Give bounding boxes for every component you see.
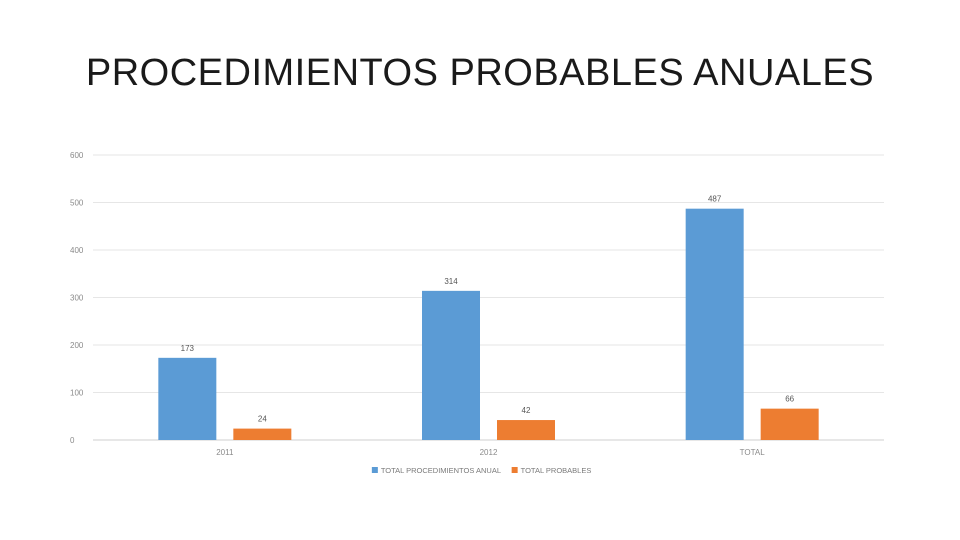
x-tick-label: 2012 — [480, 448, 498, 457]
bar-total-probables — [233, 428, 292, 440]
y-tick-label: 500 — [70, 199, 84, 208]
data-label: 42 — [522, 406, 531, 415]
bar-total-procedimientos — [422, 290, 480, 440]
legend-label: TOTAL PROCEDIMIENTOS ANUAL — [381, 466, 501, 475]
bar-total-probables — [760, 408, 819, 440]
data-label: 314 — [444, 277, 458, 286]
y-tick-label: 400 — [70, 246, 84, 255]
y-tick-label: 0 — [70, 436, 75, 445]
legend-swatch — [511, 467, 518, 473]
data-label: 66 — [785, 395, 794, 404]
y-tick-label: 600 — [70, 151, 84, 160]
data-label: 24 — [258, 415, 267, 424]
y-tick-label: 200 — [70, 341, 84, 350]
bar-total-probables — [497, 420, 555, 440]
legend-label: TOTAL PROBABLES — [521, 466, 592, 475]
data-label: 487 — [708, 195, 722, 204]
x-tick-label: TOTAL — [740, 448, 766, 457]
y-tick-label: 300 — [70, 294, 84, 303]
x-tick-label: 2011 — [216, 448, 234, 457]
slide-title: PROCEDIMIENTOS PROBABLES ANUALES — [85, 52, 875, 94]
bar-total-procedimientos — [685, 208, 744, 440]
bar-total-procedimientos — [158, 357, 217, 440]
data-label: 173 — [181, 344, 195, 353]
y-tick-label: 100 — [70, 389, 84, 398]
legend-swatch — [371, 467, 378, 473]
